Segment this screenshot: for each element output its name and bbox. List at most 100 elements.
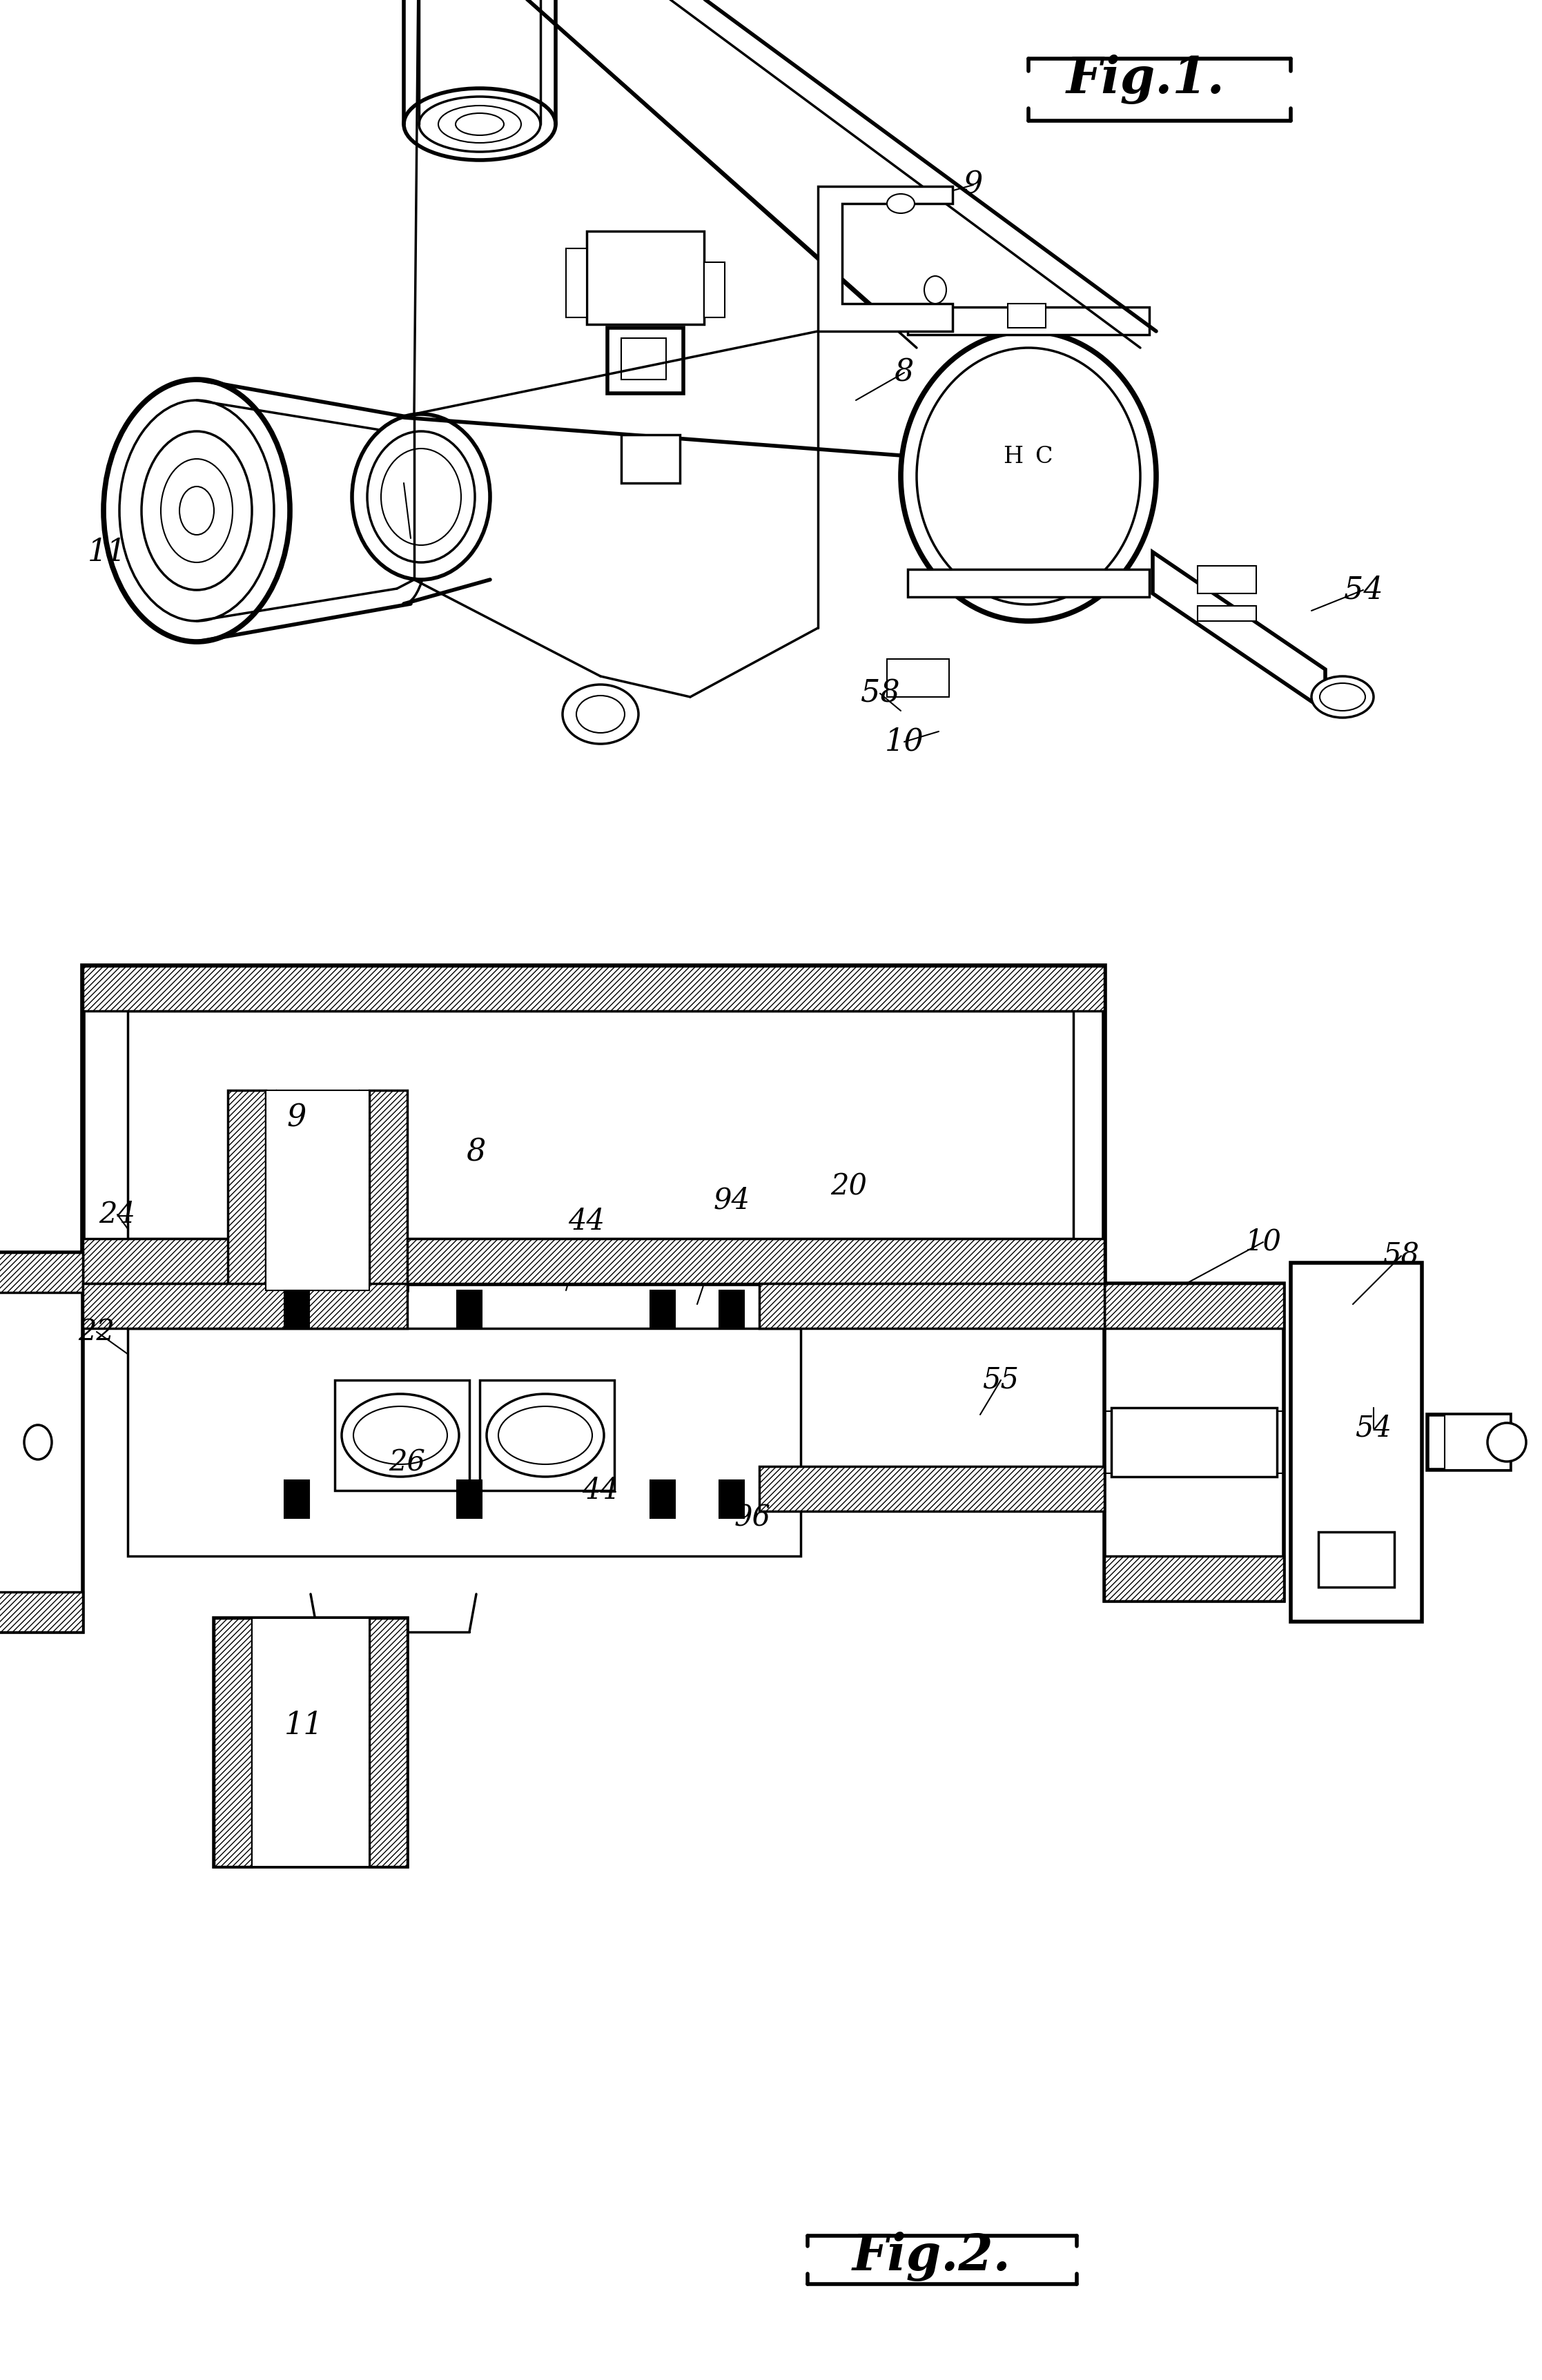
Bar <box>705 262 725 317</box>
Ellipse shape <box>419 98 540 152</box>
Bar <box>908 307 1149 336</box>
Ellipse shape <box>438 105 521 143</box>
Ellipse shape <box>103 378 290 643</box>
Text: 11: 11 <box>284 1711 324 1740</box>
Bar <box>128 1012 1073 1238</box>
Text: 20: 20 <box>831 1173 867 1202</box>
Ellipse shape <box>455 114 504 136</box>
Ellipse shape <box>160 459 233 562</box>
Bar <box>456 1290 481 1328</box>
Text: 54: 54 <box>1343 576 1383 605</box>
Bar <box>265 1090 369 1290</box>
Bar <box>335 1380 469 1490</box>
Bar <box>1112 1407 1277 1476</box>
Bar <box>1318 1533 1394 1587</box>
Bar <box>0 1252 83 1292</box>
Bar <box>228 1090 407 1290</box>
Bar <box>480 1380 614 1490</box>
Ellipse shape <box>119 400 274 621</box>
Bar <box>887 659 948 697</box>
Bar <box>128 1328 800 1557</box>
Bar <box>719 1290 745 1328</box>
Ellipse shape <box>381 447 461 545</box>
Ellipse shape <box>577 695 625 733</box>
Text: 9: 9 <box>287 1102 307 1133</box>
Text: 10: 10 <box>885 726 924 757</box>
Bar <box>284 1290 310 1328</box>
Bar <box>214 1618 407 1866</box>
Bar <box>621 436 680 483</box>
Text: 58: 58 <box>860 678 899 709</box>
Bar <box>586 231 705 324</box>
Text: C: C <box>1035 445 1053 469</box>
Text: 44: 44 <box>583 1476 618 1504</box>
Ellipse shape <box>25 1426 52 1459</box>
Ellipse shape <box>352 414 490 581</box>
Bar <box>1104 1283 1284 1328</box>
Bar <box>456 1480 481 1518</box>
Bar <box>1445 1414 1510 1471</box>
Bar <box>608 328 683 393</box>
Bar <box>1291 1264 1422 1621</box>
Bar <box>1008 305 1045 328</box>
Ellipse shape <box>563 685 638 745</box>
Bar <box>1104 1283 1284 1602</box>
Bar <box>719 1480 745 1518</box>
Bar <box>83 966 1104 1283</box>
Ellipse shape <box>1488 1423 1527 1461</box>
Text: 22: 22 <box>79 1316 116 1347</box>
Bar <box>214 1618 251 1866</box>
Bar <box>1104 1557 1284 1602</box>
Text: 9: 9 <box>964 169 984 200</box>
Text: Fig.2.: Fig.2. <box>853 2232 1012 2282</box>
Ellipse shape <box>404 88 555 159</box>
Ellipse shape <box>179 486 214 536</box>
Bar <box>83 966 1104 1012</box>
Ellipse shape <box>1311 676 1374 719</box>
Bar <box>566 248 586 317</box>
Bar <box>1198 607 1257 621</box>
Bar <box>284 1480 310 1518</box>
Text: 24: 24 <box>99 1200 136 1228</box>
Text: 44: 44 <box>569 1207 604 1235</box>
Bar <box>369 1618 407 1866</box>
Bar <box>1198 566 1257 593</box>
Ellipse shape <box>887 193 914 214</box>
Text: 54: 54 <box>1355 1414 1392 1442</box>
Text: 58: 58 <box>1383 1242 1420 1271</box>
Bar <box>759 1466 1104 1511</box>
Ellipse shape <box>901 331 1156 621</box>
Ellipse shape <box>916 347 1140 605</box>
Text: 94: 94 <box>714 1185 749 1216</box>
Text: 11: 11 <box>88 538 126 566</box>
Text: 26: 26 <box>389 1449 426 1478</box>
Text: 55: 55 <box>982 1366 1019 1395</box>
Ellipse shape <box>353 1407 447 1464</box>
Bar <box>0 1252 83 1633</box>
Ellipse shape <box>367 431 475 562</box>
Text: 96: 96 <box>734 1504 771 1533</box>
Ellipse shape <box>1320 683 1365 712</box>
Bar <box>759 1283 1104 1328</box>
Bar <box>908 569 1149 597</box>
Bar <box>651 1480 675 1518</box>
Text: H: H <box>1004 445 1024 469</box>
Bar <box>1428 1414 1510 1471</box>
Text: Fig.1.: Fig.1. <box>1067 55 1224 105</box>
Bar <box>251 1618 369 1866</box>
Polygon shape <box>1153 552 1325 712</box>
Text: 8: 8 <box>467 1138 486 1166</box>
Bar <box>369 1090 407 1290</box>
Ellipse shape <box>487 1395 604 1476</box>
Bar <box>0 1592 83 1633</box>
Bar <box>83 1283 407 1328</box>
Text: 8: 8 <box>894 357 914 388</box>
Ellipse shape <box>924 276 947 305</box>
Bar <box>83 1238 1104 1283</box>
Ellipse shape <box>342 1395 460 1476</box>
Polygon shape <box>817 186 953 331</box>
Ellipse shape <box>498 1407 592 1464</box>
Bar <box>228 1090 265 1290</box>
Bar <box>651 1290 675 1328</box>
Ellipse shape <box>142 431 251 590</box>
